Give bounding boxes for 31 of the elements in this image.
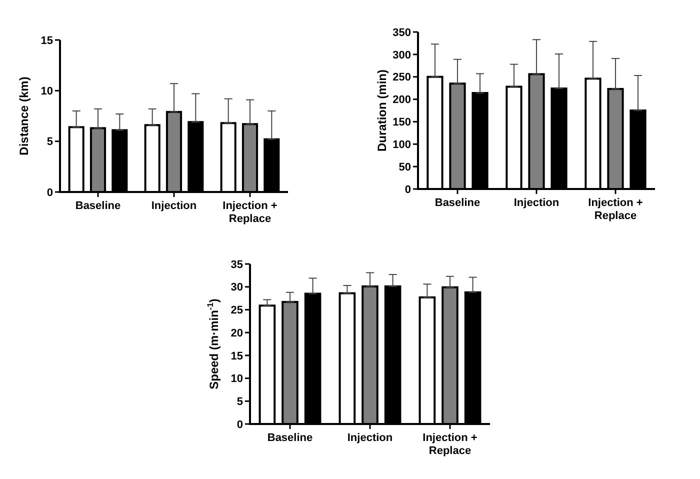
y-tick-label: 20 (230, 327, 243, 340)
y-tick-label: 35 (230, 258, 243, 271)
x-tick-label: Injection + Replace (222, 200, 278, 225)
y-tick-label: 100 (392, 138, 411, 151)
y-tick-label: 15 (230, 350, 243, 362)
x-tick-label: Injection (347, 432, 393, 444)
y-tick-label: 15 (40, 34, 53, 47)
y-tick-label: 200 (392, 94, 411, 106)
y-tick-label: 10 (230, 373, 243, 386)
y-tick-label: 150 (392, 116, 411, 129)
y-tick-label: 5 (236, 396, 243, 408)
y-tick-label: 350 (392, 26, 411, 39)
y-tick-label: 0 (236, 418, 243, 431)
x-tick-label: Injection (514, 197, 560, 209)
x-tick-label: Baseline (267, 432, 313, 444)
y-tick-label: 300 (392, 49, 411, 62)
y-tick-label: 250 (392, 72, 411, 84)
x-tick-label: Injection + Replace (588, 197, 643, 222)
y-tick-label: 25 (230, 304, 243, 317)
y-tick-label: 5 (46, 136, 53, 148)
y-tick-label: 10 (40, 86, 53, 98)
x-tick-label: Injection (151, 200, 197, 212)
y-tick-label: 0 (404, 184, 411, 196)
x-tick-label: Baseline (75, 200, 121, 212)
y-tick-label: 0 (46, 186, 53, 199)
y-tick-label: 50 (398, 161, 411, 174)
x-tick-label: Injection + Replace (422, 432, 478, 457)
y-axis-title: Duration (min) (375, 70, 389, 152)
y-axis-title: Distance (km) (17, 76, 31, 156)
y-tick-label: 30 (230, 282, 243, 294)
x-tick-label: Baseline (434, 197, 480, 209)
